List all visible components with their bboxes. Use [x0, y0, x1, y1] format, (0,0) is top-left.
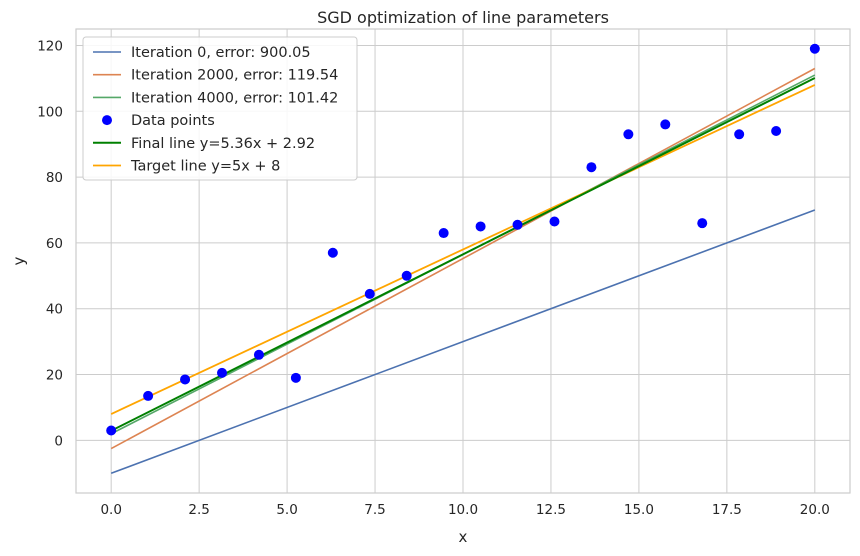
legend: Iteration 0, error: 900.05 Iteration 2000… — [82, 36, 358, 181]
data-point — [734, 129, 745, 140]
grid-lines — [76, 29, 850, 493]
x-tick-label: 7.5 — [364, 502, 385, 518]
data-point — [697, 218, 708, 229]
data-point — [771, 126, 782, 137]
data-point — [327, 247, 338, 258]
series-line-3 — [110, 77, 816, 432]
legend-box — [82, 36, 358, 181]
series-line-0 — [110, 209, 816, 475]
data-point — [290, 372, 301, 383]
y-tick-label: 100 — [37, 104, 63, 120]
y-tick-label: 80 — [46, 170, 63, 186]
legend-swatch — [102, 115, 112, 126]
data-point — [364, 288, 375, 299]
legend-entry: Target line y=5x + 8 — [130, 159, 280, 175]
data-point — [401, 270, 412, 281]
x-tick-label: 12.5 — [536, 502, 566, 518]
legend-entry: Iteration 4000, error: 101.42 — [131, 90, 338, 106]
data-point — [809, 43, 820, 54]
data-point — [512, 219, 523, 230]
data-point — [180, 374, 191, 385]
x-tick-label: 17.5 — [712, 502, 742, 518]
y-tick-label: 120 — [37, 38, 63, 54]
x-tick-label: 10.0 — [448, 502, 478, 518]
x-tick-label: 0.0 — [100, 502, 121, 518]
data-point — [217, 367, 228, 378]
plot-frame — [75, 28, 851, 494]
data-points-group — [106, 43, 820, 436]
legend-entry: Data points — [131, 113, 215, 129]
y-tick-labels: 0 20 40 60 80 100 120 — [37, 38, 63, 449]
y-tick-label: 0 — [54, 433, 63, 449]
series-line-4 — [110, 84, 816, 415]
y-tick-label: 40 — [46, 302, 63, 318]
data-point — [586, 162, 597, 173]
legend-entry: Iteration 0, error: 900.05 — [131, 45, 311, 61]
x-tick-label: 15.0 — [624, 502, 654, 518]
chart-title: SGD optimization of line parameters — [317, 8, 609, 27]
x-tick-label: 5.0 — [276, 502, 297, 518]
data-point — [253, 349, 264, 360]
x-tick-label: 20.0 — [800, 502, 830, 518]
series-line-1 — [110, 67, 816, 450]
x-tick-label: 2.5 — [188, 502, 209, 518]
data-point — [106, 425, 117, 436]
data-point — [549, 216, 560, 227]
y-tick-label: 60 — [46, 236, 63, 252]
data-point — [143, 390, 154, 401]
legend-entry: Iteration 2000, error: 119.54 — [131, 68, 338, 84]
y-axis-label: y — [10, 256, 28, 265]
data-point — [660, 119, 671, 130]
data-point — [623, 129, 634, 140]
legend-entry: Final line y=5.36x + 2.92 — [131, 136, 315, 152]
data-point — [438, 228, 449, 239]
series-group — [110, 67, 816, 475]
x-axis-label: x — [459, 528, 468, 546]
x-tick-labels: 0.0 2.5 5.0 7.5 10.0 12.5 15.0 17.5 20.0 — [100, 502, 829, 518]
y-tick-label: 20 — [46, 368, 63, 384]
data-point — [475, 221, 486, 232]
